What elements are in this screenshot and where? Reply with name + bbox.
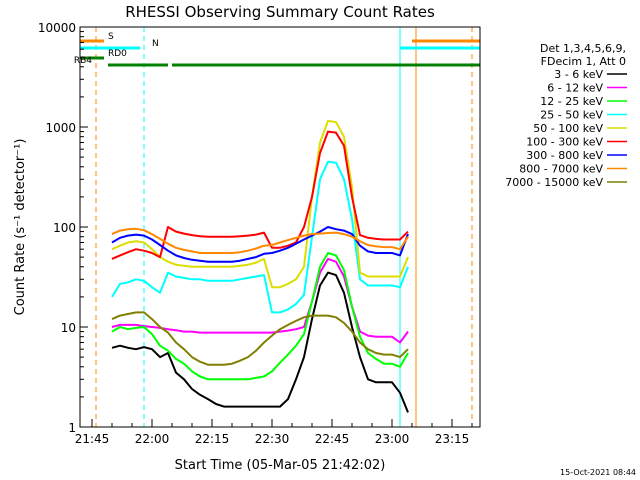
- legend-entry-label: 100 - 300 keV: [526, 136, 603, 149]
- attenuator-bars: S N RD0 RB4: [74, 32, 480, 67]
- series-line: [111, 271, 409, 413]
- legend-header: FDecim 1, Att 0: [541, 55, 626, 68]
- series-line: [111, 226, 409, 263]
- y-tick-label: 1000: [45, 121, 76, 135]
- state-bar-label: N: [152, 39, 159, 49]
- state-bar-label: RD0: [108, 49, 127, 59]
- series-line: [111, 227, 409, 254]
- series-line: [111, 130, 409, 260]
- series-line: [111, 311, 409, 366]
- series-line: [111, 252, 409, 381]
- legend-entry-label: 50 - 100 keV: [533, 122, 603, 135]
- chart-title: RHESSI Observing Summary Count Rates: [125, 3, 435, 21]
- x-tick-label: 22:00: [135, 432, 170, 446]
- state-bar-label: RB4: [74, 56, 92, 66]
- legend-entry-label: 7000 - 15000 keV: [505, 176, 603, 189]
- legend-entry-label: 6 - 12 keV: [547, 82, 603, 95]
- series-line: [111, 257, 409, 344]
- legend-entry-label: 25 - 50 keV: [540, 109, 603, 122]
- state-bar-label: S: [108, 32, 114, 42]
- x-axis-label: Start Time (05-Mar-05 21:42:02): [175, 458, 386, 473]
- y-tick-label: 1: [68, 421, 76, 435]
- y-tick-label: 10: [61, 321, 76, 335]
- plot-frame: [79, 26, 481, 428]
- x-axis: 21:45 22:00 22:15 22:30 22:45 23:00 23:15: [75, 419, 473, 446]
- y-tick-label: 100: [53, 221, 76, 235]
- x-tick-label: 21:45: [75, 432, 110, 446]
- y-axis-label: Count Rate (s⁻¹ detector⁻¹): [13, 139, 28, 316]
- series-line: [111, 160, 409, 314]
- legend: Det 1,3,4,5,6,9,FDecim 1, Att 03 - 6 keV…: [505, 42, 627, 189]
- x-tick-label: 22:45: [315, 432, 350, 446]
- y-tick-label: 10000: [38, 21, 76, 35]
- x-tick-label: 23:15: [435, 432, 470, 446]
- legend-header: Det 1,3,4,5,6,9,: [540, 42, 626, 55]
- footer-timestamp: 15-Oct-2021 08:44: [560, 468, 636, 477]
- x-tick-label: 22:30: [255, 432, 290, 446]
- legend-entry-label: 800 - 7000 keV: [519, 163, 603, 176]
- series-line: [111, 119, 409, 289]
- y-axis: 1 10 100 1000 10000: [38, 21, 88, 435]
- legend-entry-label: 12 - 25 keV: [540, 95, 603, 108]
- x-tick-label: 23:00: [375, 432, 410, 446]
- x-tick-label: 22:15: [195, 432, 230, 446]
- legend-entry-label: 3 - 6 keV: [554, 68, 603, 81]
- series-lines: [111, 119, 409, 413]
- legend-entry-label: 300 - 800 keV: [526, 149, 603, 162]
